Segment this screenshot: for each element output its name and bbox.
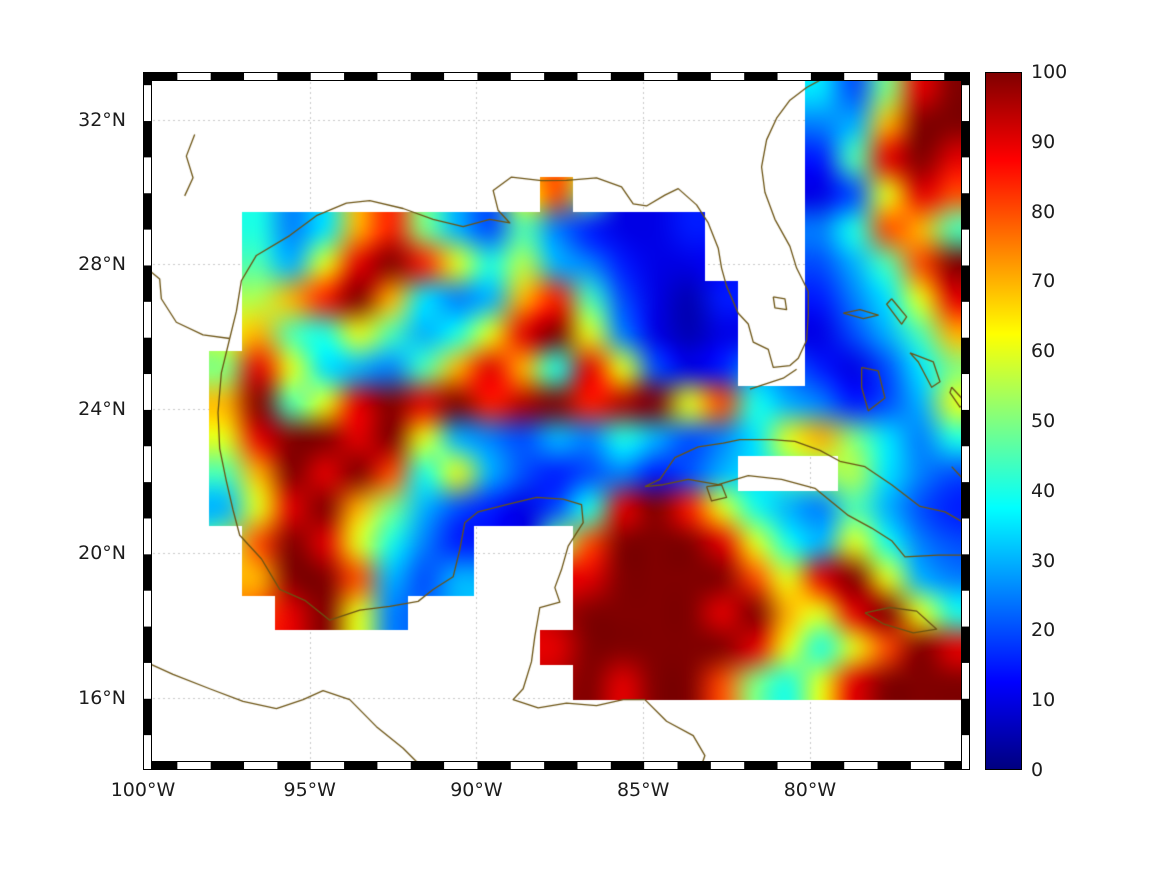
map-frame-bottom bbox=[143, 761, 970, 770]
map-frame-right bbox=[961, 72, 970, 770]
colorbar-tick-label: 80 bbox=[1031, 200, 1056, 223]
y-axis-tick-label: 16°N bbox=[78, 686, 126, 709]
map-frame-left bbox=[143, 72, 152, 770]
map-canvas bbox=[143, 72, 970, 770]
x-axis-tick-label: 80°W bbox=[783, 779, 837, 801]
colorbar-tick-label: 70 bbox=[1031, 270, 1056, 293]
colorbar-tick-label: 0 bbox=[1031, 759, 1044, 781]
y-axis-tick-label: 28°N bbox=[78, 253, 126, 276]
x-axis-tick-label: 85°W bbox=[616, 779, 670, 801]
colorbar-tick-label: 20 bbox=[1031, 619, 1056, 642]
x-axis-tick-label: 95°W bbox=[283, 779, 336, 801]
colorbar-tick-label: 50 bbox=[1031, 410, 1056, 432]
y-axis-tick-label: 24°N bbox=[78, 397, 126, 420]
y-axis-tick-label: 32°N bbox=[78, 109, 126, 132]
colorbar-tick-label: 100 bbox=[1031, 61, 1068, 83]
colorbar-tick-label: 40 bbox=[1031, 479, 1056, 502]
colorbar-tick-label: 60 bbox=[1031, 340, 1056, 363]
x-axis-tick-label: 100°W bbox=[110, 779, 176, 801]
y-axis-tick-label: 20°N bbox=[78, 542, 126, 565]
colorbar-tick-label: 30 bbox=[1031, 549, 1056, 572]
map-frame-top bbox=[143, 72, 970, 81]
x-axis-tick-label: 90°W bbox=[450, 779, 503, 801]
colorbar-tick-label: 10 bbox=[1031, 689, 1056, 712]
colorbar-tick-label: 90 bbox=[1031, 130, 1056, 153]
colorbar bbox=[985, 72, 1022, 770]
colorbar-gradient bbox=[986, 73, 1021, 769]
